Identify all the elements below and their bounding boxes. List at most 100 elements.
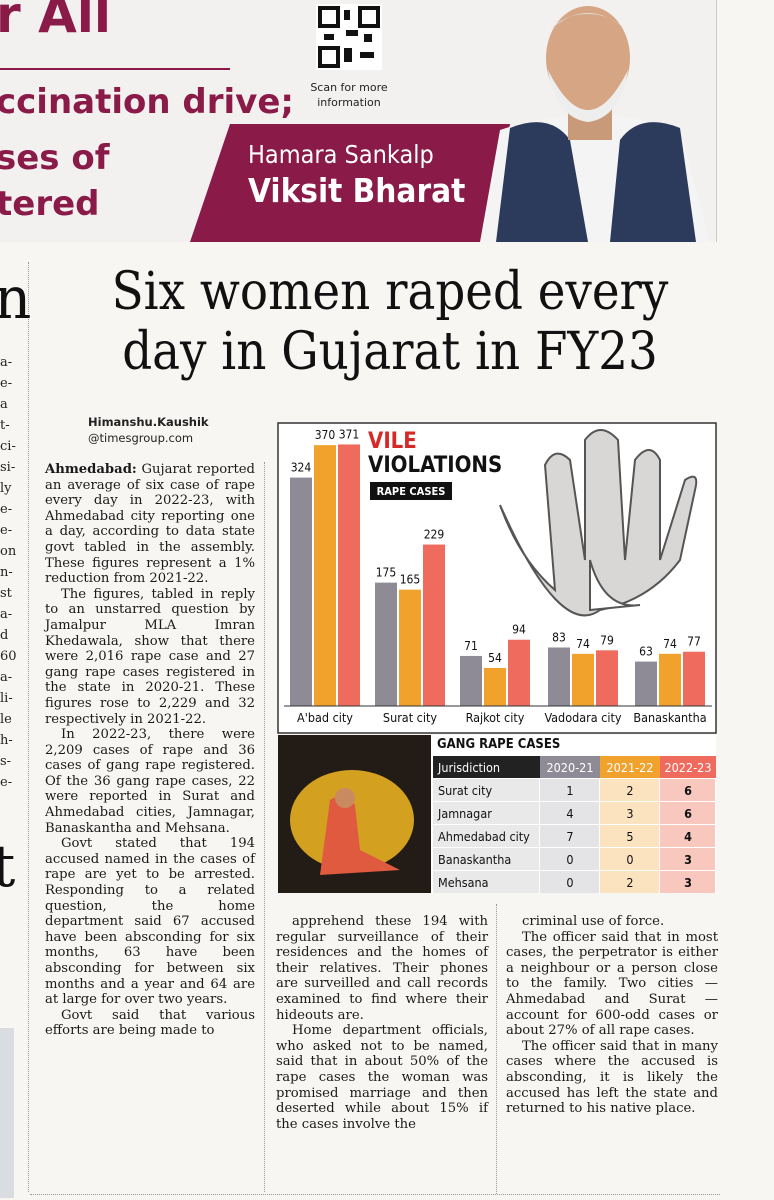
photo-fragment: [0, 1028, 14, 1198]
column-rule: [496, 904, 497, 1194]
header-text: Jurisdiction: [437, 760, 500, 775]
fragment-lines: a-e-a t-ci-si-ly e-e-on n-st a-d 60 a-li-le h-s…: [0, 352, 22, 793]
value-label: 94: [512, 623, 526, 637]
fragment-line: st: [0, 586, 12, 601]
subtitle-box: [370, 482, 452, 500]
ad-headline: tered: [0, 184, 100, 224]
slogan: Hamara Sankalp Viksit Bharat: [248, 140, 465, 210]
qr-caption-line: Scan for more: [310, 81, 388, 94]
paragraph-text: Gujarat reported an average of six case …: [45, 462, 255, 587]
cell-text: Jamnagar: [437, 806, 492, 821]
fragment-line: e-: [0, 523, 13, 538]
cell: [660, 802, 715, 824]
cell: [540, 825, 599, 847]
paragraph: The figures, tabled in reply to an unsta…: [45, 587, 255, 727]
headline: Six women raped every day in Gujarat in …: [40, 262, 740, 382]
paragraph: The officer said that in most cases, the…: [506, 930, 718, 1039]
bar: [290, 477, 312, 706]
paragraph: apprehend these 194 with regular surveil…: [276, 914, 488, 1023]
paragraph-text: Govt said that various efforts are being…: [45, 1007, 255, 1039]
byline-name: Himanshu.Kaushik: [88, 415, 209, 429]
cell: [600, 871, 659, 893]
cell-text: 3: [684, 875, 692, 890]
fragment-line: t-: [0, 418, 10, 433]
x-tick-label: Banaskantha: [633, 710, 706, 725]
header-text: 2022-23: [665, 760, 712, 775]
bar: [548, 647, 570, 706]
cell-text: 0: [566, 875, 573, 890]
headline-line: day in Gujarat in FY23: [122, 322, 658, 382]
ad-banner: r All ccination drive; ses of tered Scan…: [0, 0, 717, 242]
fragment-line: 60: [0, 649, 17, 664]
cell-text: Ahmedabad city: [438, 829, 530, 844]
cell-text: 0: [566, 852, 573, 867]
bar: [508, 639, 530, 706]
x-tick-label: Rajkot city: [466, 710, 525, 725]
paragraph-text: The officer said that in many cases wher…: [506, 1038, 718, 1117]
fragment-line: e-: [0, 502, 13, 517]
bottom-rule: [30, 1194, 720, 1195]
qr-code: [316, 4, 382, 70]
cell: [433, 802, 539, 824]
slogan-banner: [190, 124, 510, 242]
fragment-big: t: [0, 832, 16, 900]
fragment-line: on: [0, 544, 17, 559]
fragment-line: a-: [0, 355, 13, 370]
cell-text: 5: [626, 829, 633, 844]
cell: [540, 871, 599, 893]
cell: [660, 825, 715, 847]
bar: [338, 444, 360, 706]
byline-handle: @timesgroup.com: [88, 431, 194, 445]
fragment-line: le: [0, 712, 12, 727]
value-label: 83: [552, 630, 566, 644]
paragraph-text: apprehend these 194 with regular surveil…: [276, 914, 488, 1023]
portrait: [480, 6, 710, 242]
article-column: Ahmedabad: Gujarat reported an average o…: [45, 462, 255, 1039]
chart-title: VILE: [368, 429, 417, 454]
value-label: 165: [400, 573, 421, 587]
fragment-line: a-: [0, 670, 13, 685]
byline: Himanshu.Kaushik @timesgroup.com: [88, 414, 209, 446]
hand-illustration: [499, 429, 698, 617]
chart-title: VIOLATIONS: [368, 453, 502, 478]
cell-text: Surat city: [438, 783, 492, 798]
value-label: 74: [663, 637, 677, 651]
table-title: GANG RAPE CASES: [437, 737, 560, 752]
paragraph: Govt said that various efforts are being…: [45, 1008, 255, 1039]
cell-text: 2: [626, 783, 633, 798]
cell-text: 4: [566, 806, 573, 821]
value-label: 371: [339, 427, 360, 441]
cell-text: Mehsana: [438, 875, 489, 890]
cell: [540, 848, 599, 870]
ad-rule: [0, 68, 230, 70]
ad-headline: ses of: [0, 138, 110, 178]
paragraph: The officer said that in many cases wher…: [506, 1039, 718, 1117]
dateline: Ahmedabad:: [45, 462, 137, 477]
qr-caption-line: information: [317, 96, 381, 109]
column-rule: [28, 262, 30, 1192]
fragment-line: ly: [0, 481, 12, 496]
fragment-line: si-: [0, 460, 16, 475]
bar: [596, 650, 618, 706]
paragraph-text: The figures, tabled in reply to an unsta…: [45, 586, 255, 727]
header-cell: [600, 756, 660, 778]
value-label: 229: [424, 528, 445, 542]
paragraph: In 2022-23, there were 2,209 cases of ra…: [45, 727, 255, 836]
paragraph: Ahmedabad: Gujarat reported an average o…: [45, 462, 255, 587]
cell: [600, 848, 659, 870]
bar: [399, 589, 421, 706]
x-tick-label: Vadodara city: [544, 710, 621, 725]
paragraph-text: Govt stated that 194 accused named in th…: [45, 836, 255, 1008]
qr-caption: Scan for more information: [296, 80, 402, 110]
bar: [375, 582, 397, 706]
cell-text: 3: [684, 852, 692, 867]
ad-headline: ccination drive;: [0, 82, 294, 122]
value-label: 54: [488, 651, 502, 665]
x-tick-label: A'bad city: [297, 710, 353, 725]
cell: [660, 871, 715, 893]
bar: [572, 653, 594, 706]
fragment-line: d: [0, 628, 9, 643]
article-column: criminal use of force. The officer said t…: [506, 914, 718, 1117]
